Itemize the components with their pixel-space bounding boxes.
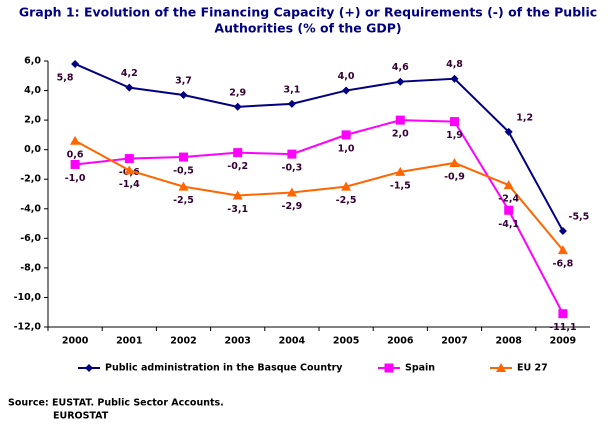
source-note: Source: EUSTAT. Public Sector Accounts.	[8, 398, 224, 409]
y-tick-label: -8,0	[20, 262, 41, 273]
data-label: -11,1	[549, 322, 576, 333]
data-point	[504, 205, 514, 215]
data-point	[70, 159, 80, 169]
data-label: -1,0	[65, 173, 86, 184]
data-label: 4,6	[392, 62, 409, 73]
data-label: -0,5	[173, 166, 194, 177]
data-label: -2,4	[498, 194, 519, 205]
data-point	[125, 83, 134, 92]
data-label: -2,5	[336, 195, 357, 206]
data-label: 4,8	[446, 59, 463, 70]
y-tick-label: -4,0	[20, 203, 41, 214]
legend-marker	[85, 364, 93, 372]
data-point	[124, 154, 134, 164]
y-tick-label: 2,0	[24, 115, 41, 126]
data-point	[395, 115, 405, 125]
data-label: -1,4	[119, 179, 140, 190]
data-point	[450, 74, 459, 83]
y-tick-label: -12,0	[14, 322, 42, 333]
data-point	[558, 309, 568, 319]
y-tick-label: -2,0	[20, 174, 41, 185]
chart-title: Authorities (% of the GDP)	[214, 21, 401, 36]
data-label: -2,5	[173, 195, 194, 206]
data-label: -5,5	[569, 211, 590, 222]
data-label: 2,0	[392, 129, 409, 140]
data-label: -0,9	[444, 171, 465, 182]
x-tick-label: 2007	[441, 336, 467, 347]
data-point	[341, 181, 352, 191]
data-point	[342, 86, 351, 95]
data-label: 5,8	[57, 72, 74, 83]
x-tick-label: 2004	[279, 336, 306, 347]
data-label: 1,0	[338, 143, 355, 154]
data-label: -3,1	[227, 204, 248, 215]
x-tick-label: 2009	[550, 336, 576, 347]
data-point	[396, 77, 405, 86]
x-tick-label: 2006	[387, 336, 414, 347]
data-point	[286, 187, 297, 197]
legend-label: EU 27	[517, 363, 548, 374]
data-point	[287, 99, 296, 108]
data-point	[341, 130, 351, 140]
data-label: 3,1	[283, 84, 300, 95]
data-label: 4,0	[338, 71, 355, 82]
legend-marker	[384, 363, 394, 373]
y-tick-label: -6,0	[20, 233, 41, 244]
data-label: 2,9	[229, 87, 246, 98]
data-label: -2,9	[282, 201, 303, 212]
data-point	[450, 117, 459, 127]
data-point	[449, 157, 460, 167]
data-point	[71, 59, 80, 68]
data-point	[287, 149, 297, 159]
x-tick-label: 2005	[333, 336, 359, 347]
data-label: 3,7	[175, 75, 192, 86]
chart-title: Graph 1: Evolution of the Financing Capa…	[19, 5, 597, 20]
data-label: -1,5	[390, 180, 411, 191]
data-label: -0,3	[282, 163, 303, 174]
y-tick-label: -10,0	[14, 292, 42, 303]
legend-marker	[496, 363, 506, 372]
legend-label: Spain	[405, 363, 435, 374]
x-tick-label: 2000	[62, 336, 89, 347]
y-tick-label: 0,0	[24, 144, 41, 155]
data-point	[233, 102, 242, 111]
data-label: 1,9	[446, 130, 463, 141]
data-label: -4,1	[498, 219, 519, 230]
data-point	[557, 245, 568, 255]
data-point	[179, 152, 188, 162]
y-tick-label: 6,0	[24, 56, 41, 67]
series-line	[74, 119, 564, 315]
legend-label: Public administration in the Basque Coun…	[105, 363, 343, 374]
data-point	[504, 127, 513, 136]
data-point	[179, 90, 188, 99]
data-label: -0,2	[227, 161, 248, 172]
data-point	[232, 190, 243, 200]
x-tick-label: 2003	[224, 336, 250, 347]
series-line	[74, 63, 564, 232]
data-point	[395, 166, 406, 176]
data-point	[178, 181, 189, 191]
series-line	[74, 139, 564, 251]
data-point	[558, 226, 567, 235]
x-tick-label: 2002	[170, 336, 196, 347]
data-point	[70, 135, 81, 145]
x-tick-label: 2001	[116, 336, 142, 347]
data-point	[233, 148, 243, 158]
data-label: 4,2	[121, 68, 138, 79]
data-label: 1,2	[516, 112, 533, 123]
y-tick-label: 4,0	[24, 85, 41, 96]
data-point	[503, 180, 514, 190]
data-label: -6,8	[553, 259, 574, 270]
x-tick-label: 2008	[495, 336, 522, 347]
data-point	[124, 165, 135, 175]
source-note: EUROSTAT	[53, 411, 109, 422]
data-label: 0,6	[67, 149, 84, 160]
